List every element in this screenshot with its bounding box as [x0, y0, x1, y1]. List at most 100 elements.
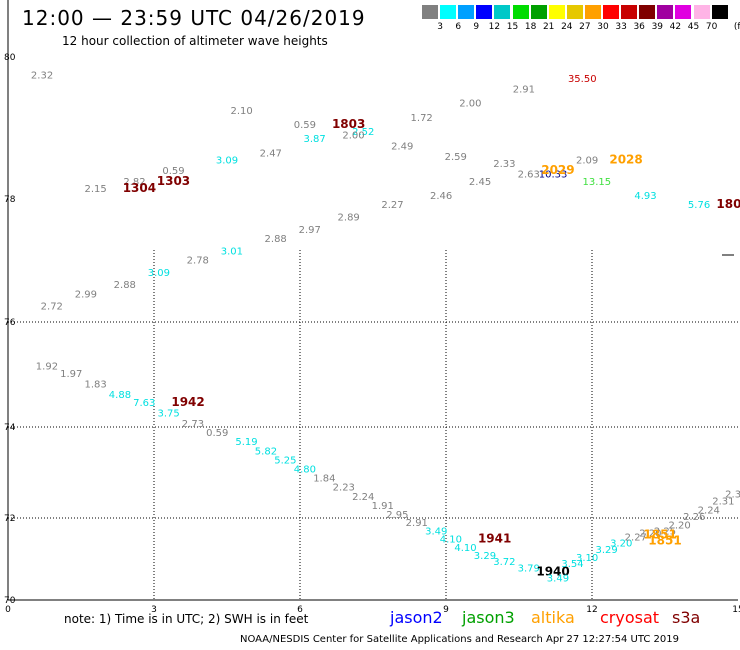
- wave-height-label: 2.91: [513, 85, 535, 96]
- colorbar-swatch: [566, 5, 583, 19]
- wave-height-label: 4.88: [109, 390, 131, 401]
- wave-height-label: 1.97: [60, 369, 82, 380]
- colorbar-swatch: [621, 5, 638, 19]
- colorbar-swatch: [530, 5, 547, 19]
- wave-height-label: 3.09: [216, 156, 238, 167]
- wave-height-label: 4.93: [634, 191, 656, 202]
- wave-height-label: 2.73: [182, 419, 204, 430]
- wave-height-label: 2.45: [469, 177, 491, 188]
- wave-height-label: 3.29: [595, 545, 617, 556]
- wave-height-label: 2.27: [381, 200, 403, 211]
- colorbar-swatch: [422, 5, 438, 19]
- wave-height-label: 4.80: [294, 465, 316, 476]
- wave-height-label: 5.19: [235, 437, 257, 448]
- colorbar-swatch: [711, 5, 728, 19]
- wave-height-label: 7.63: [133, 398, 155, 409]
- wave-height-label: 2.88: [265, 234, 287, 245]
- wave-height-label: 2.91: [406, 518, 428, 529]
- wave-height-label: 2.99: [75, 289, 97, 300]
- colorbar-label: 9: [473, 22, 480, 32]
- wave-height-label: 1.92: [36, 361, 58, 372]
- colorbar-unit: (ft): [733, 22, 740, 32]
- wave-height-label: 3.49: [425, 526, 447, 537]
- pass-time-label: 1304: [123, 181, 156, 195]
- wave-height-label: 2.26: [683, 512, 705, 523]
- colorbar-swatch: [603, 5, 619, 19]
- colorbar-label: 3: [437, 22, 443, 32]
- wave-height-label: 3.79: [518, 563, 540, 574]
- colorbar-label: 24: [561, 22, 573, 32]
- pass-time-label: 1851: [643, 528, 676, 542]
- x-tick-label: 6: [297, 605, 303, 615]
- colorbar-label: 39: [651, 22, 664, 32]
- wave-height-label: 2.82: [123, 177, 145, 188]
- colorbar-label: 70: [705, 22, 718, 32]
- pass-time-label: 1303: [157, 174, 190, 188]
- x-tick-label: 15: [732, 605, 740, 615]
- page-title: 12:00 — 23:59 UTC 04/26/2019: [22, 6, 366, 30]
- pass-time-label: 2029: [541, 163, 574, 177]
- wave-height-label: 2.24: [698, 505, 720, 516]
- colorbar-label: 21: [542, 22, 555, 32]
- colorbar-swatch: [476, 5, 493, 19]
- wave-height-label: 2.47: [260, 148, 282, 159]
- wave-height-label: 2.15: [84, 184, 106, 195]
- y-tick-label: 78: [4, 195, 16, 205]
- wave-height-label: 3.72: [493, 557, 515, 568]
- colorbar-label: 33: [615, 22, 627, 32]
- wave-height-label: 0.59: [162, 166, 184, 177]
- wave-height-label: 5.76: [688, 200, 710, 211]
- colorbar-label: 6: [455, 22, 462, 32]
- wave-height-label: 2.59: [445, 152, 467, 163]
- wave-height-label: 2.20: [668, 520, 690, 531]
- x-tick-label: 0: [5, 605, 11, 615]
- wave-height-label: 0.59: [206, 428, 228, 439]
- pass-time-label: 1940: [536, 564, 569, 578]
- wave-height-label: 3.01: [221, 246, 243, 257]
- wave-height-label: 5.25: [274, 455, 296, 466]
- wave-height-label: 2.88: [114, 280, 136, 291]
- wave-height-label: 2.52: [352, 127, 374, 138]
- colorbar-label: 18: [524, 22, 537, 32]
- wave-height-label: 5.82: [255, 446, 277, 457]
- colorbar-swatch: [639, 5, 656, 19]
- x-tick-label: 3: [151, 605, 157, 615]
- colorbar-swatch: [675, 5, 692, 19]
- wave-height-label: 2.95: [386, 510, 408, 521]
- colorbar-label: 45: [687, 22, 700, 32]
- colorbar-label: 36: [633, 22, 645, 32]
- wave-height-label: 13.15: [583, 177, 612, 188]
- x-tick-label: 9: [443, 605, 449, 615]
- wave-height-label: 2.00: [459, 99, 481, 110]
- colorbar-label: 30: [597, 22, 609, 32]
- wave-height-label: 2.27: [625, 533, 647, 544]
- wave-height-label: 3.87: [303, 134, 325, 145]
- wave-height-label: 3.20: [610, 539, 632, 550]
- colorbar-label: 15: [506, 22, 519, 32]
- colorbar-label: 27: [579, 22, 591, 32]
- pass-time-label: 1941: [478, 532, 511, 546]
- colorbar-label: 12: [488, 22, 501, 32]
- wave-height-label: 2.72: [41, 302, 63, 313]
- satellite-legend-jason3: jason3: [462, 608, 515, 627]
- wave-height-label: 2.78: [187, 256, 209, 267]
- wave-height-label: 1.91: [372, 501, 394, 512]
- x-tick-label: 12: [586, 605, 597, 615]
- wave-height-label: 0.59: [294, 120, 316, 131]
- wave-height-label: 2.25: [654, 526, 676, 537]
- y-tick-label: 80: [4, 53, 16, 63]
- y-tick-label: 76: [4, 318, 16, 328]
- wave-height-label: 1.84: [313, 474, 335, 485]
- y-tick-label: 72: [4, 514, 15, 524]
- footer-note: note: 1) Time is in UTC; 2) SWH is in fe…: [64, 612, 309, 626]
- wave-height-label: 4.10: [440, 535, 462, 546]
- wave-height-label: 3.75: [157, 409, 179, 420]
- footer-credit: NOAA/NESDIS Center for Satellite Applica…: [240, 634, 679, 645]
- wave-height-label: 2.97: [299, 225, 321, 236]
- colorbar-swatch: [440, 5, 457, 19]
- wave-height-label: 3.10: [576, 553, 598, 564]
- wave-height-label: 10.33: [539, 170, 568, 181]
- wave-height-label: 2.89: [338, 213, 360, 224]
- wave-height-label: 1.72: [411, 113, 433, 124]
